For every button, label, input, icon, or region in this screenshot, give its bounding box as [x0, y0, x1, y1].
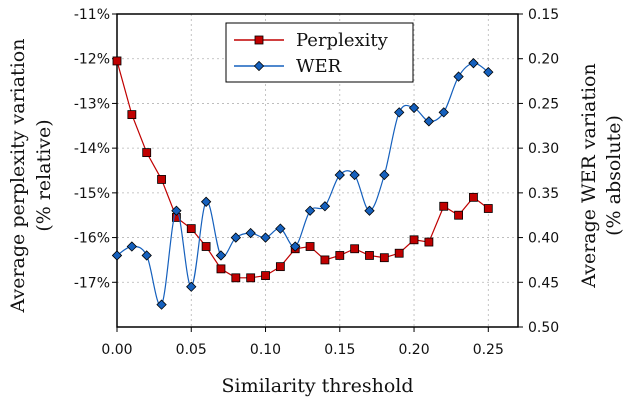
series-perplexity-point	[158, 175, 166, 183]
left-y-axis-title: Average perplexity variation (% relative…	[7, 39, 55, 314]
right-tick-label: 0.45	[528, 275, 559, 291]
series-wer-point	[127, 242, 136, 251]
series-perplexity-point	[365, 251, 373, 259]
x-axis: 0.00 0.05 0.10 0.15 0.20 0.25	[101, 327, 503, 358]
series-perplexity-point	[425, 238, 433, 246]
series-perplexity-point	[410, 236, 418, 244]
series-wer-point	[409, 103, 418, 112]
right-y-axis-title-line-2: (% absolute)	[603, 115, 625, 236]
series-wer-point	[424, 117, 433, 126]
x-tick-label: 0.00	[101, 342, 132, 358]
left-tick-label: -12%	[74, 52, 110, 68]
legend-wer-label: WER	[296, 56, 342, 77]
right-tick-label: 0.20	[528, 52, 559, 68]
right-tick-label: 0.50	[528, 320, 559, 336]
legend: Perplexity WER	[226, 23, 413, 82]
series-perplexity-point	[321, 256, 329, 264]
x-tick-label: 0.05	[176, 342, 207, 358]
x-tick-label: 0.25	[473, 342, 504, 358]
series-perplexity-point	[113, 57, 121, 65]
x-axis-title: Similarity threshold	[221, 375, 413, 397]
series-perplexity-point	[380, 254, 388, 262]
left-tick-label: -16%	[74, 231, 110, 247]
right-tick-label: 0.35	[528, 186, 559, 202]
series-wer	[112, 59, 492, 310]
series-perplexity-point	[276, 263, 284, 271]
legend-perplexity-label: Perplexity	[296, 30, 389, 51]
series-perplexity-point	[187, 225, 195, 233]
series-wer-line	[117, 63, 488, 305]
right-tick-label: 0.30	[528, 141, 559, 157]
series-wer-point	[305, 206, 314, 215]
series-perplexity-point	[440, 202, 448, 210]
series-wer-point	[395, 108, 404, 117]
series-perplexity-point	[484, 205, 492, 213]
legend-perplexity-marker	[255, 36, 263, 44]
left-tick-label: -17%	[74, 275, 110, 291]
right-tick-label: 0.40	[528, 231, 559, 247]
series-perplexity-point	[143, 149, 151, 157]
right-tick-label: 0.15	[528, 7, 559, 23]
series-wer-point	[261, 233, 270, 242]
x-tick-label: 0.15	[324, 342, 355, 358]
series-perplexity-point	[306, 243, 314, 251]
series-perplexity-point	[262, 272, 270, 280]
right-y-axis: 0.15 0.20 0.25 0.30 0.35 0.40 0.45 0.50	[518, 7, 559, 336]
series-perplexity-point	[202, 243, 210, 251]
left-tick-label: -13%	[74, 96, 110, 112]
series-perplexity-point	[128, 111, 136, 119]
x-tick-label: 0.20	[398, 342, 429, 358]
series-wer-point	[454, 72, 463, 81]
left-y-axis-title-line-1: Average perplexity variation	[7, 39, 29, 314]
series-wer-point	[142, 251, 151, 260]
series-wer-point	[216, 251, 225, 260]
series-wer-point	[187, 282, 196, 291]
series-perplexity-point	[455, 211, 463, 219]
left-tick-label: -11%	[74, 7, 110, 23]
left-y-axis-title-line-2: (% relative)	[33, 119, 55, 231]
right-y-axis-title-line-1: Average WER variation	[578, 63, 600, 288]
series-wer-point	[320, 202, 329, 211]
series-wer-point	[246, 229, 255, 238]
series-layer	[112, 57, 492, 309]
series-perplexity-point	[469, 193, 477, 201]
series-wer-point	[439, 108, 448, 117]
series-perplexity-point	[247, 274, 255, 282]
left-y-axis: -11% -12% -13% -14% -15% -16% -17%	[74, 7, 117, 291]
series-perplexity-point	[232, 274, 240, 282]
left-tick-label: -15%	[74, 186, 110, 202]
series-perplexity-point	[336, 251, 344, 259]
left-tick-label: -14%	[74, 141, 110, 157]
series-perplexity-point	[395, 249, 403, 257]
right-y-axis-title: Average WER variation (% absolute)	[578, 63, 625, 288]
series-wer-point	[469, 59, 478, 68]
series-perplexity-point	[217, 265, 225, 273]
series-wer-point	[380, 170, 389, 179]
x-tick-label: 0.10	[250, 342, 281, 358]
series-perplexity-point	[351, 245, 359, 253]
series-wer-point	[231, 233, 240, 242]
right-tick-label: 0.25	[528, 96, 559, 112]
